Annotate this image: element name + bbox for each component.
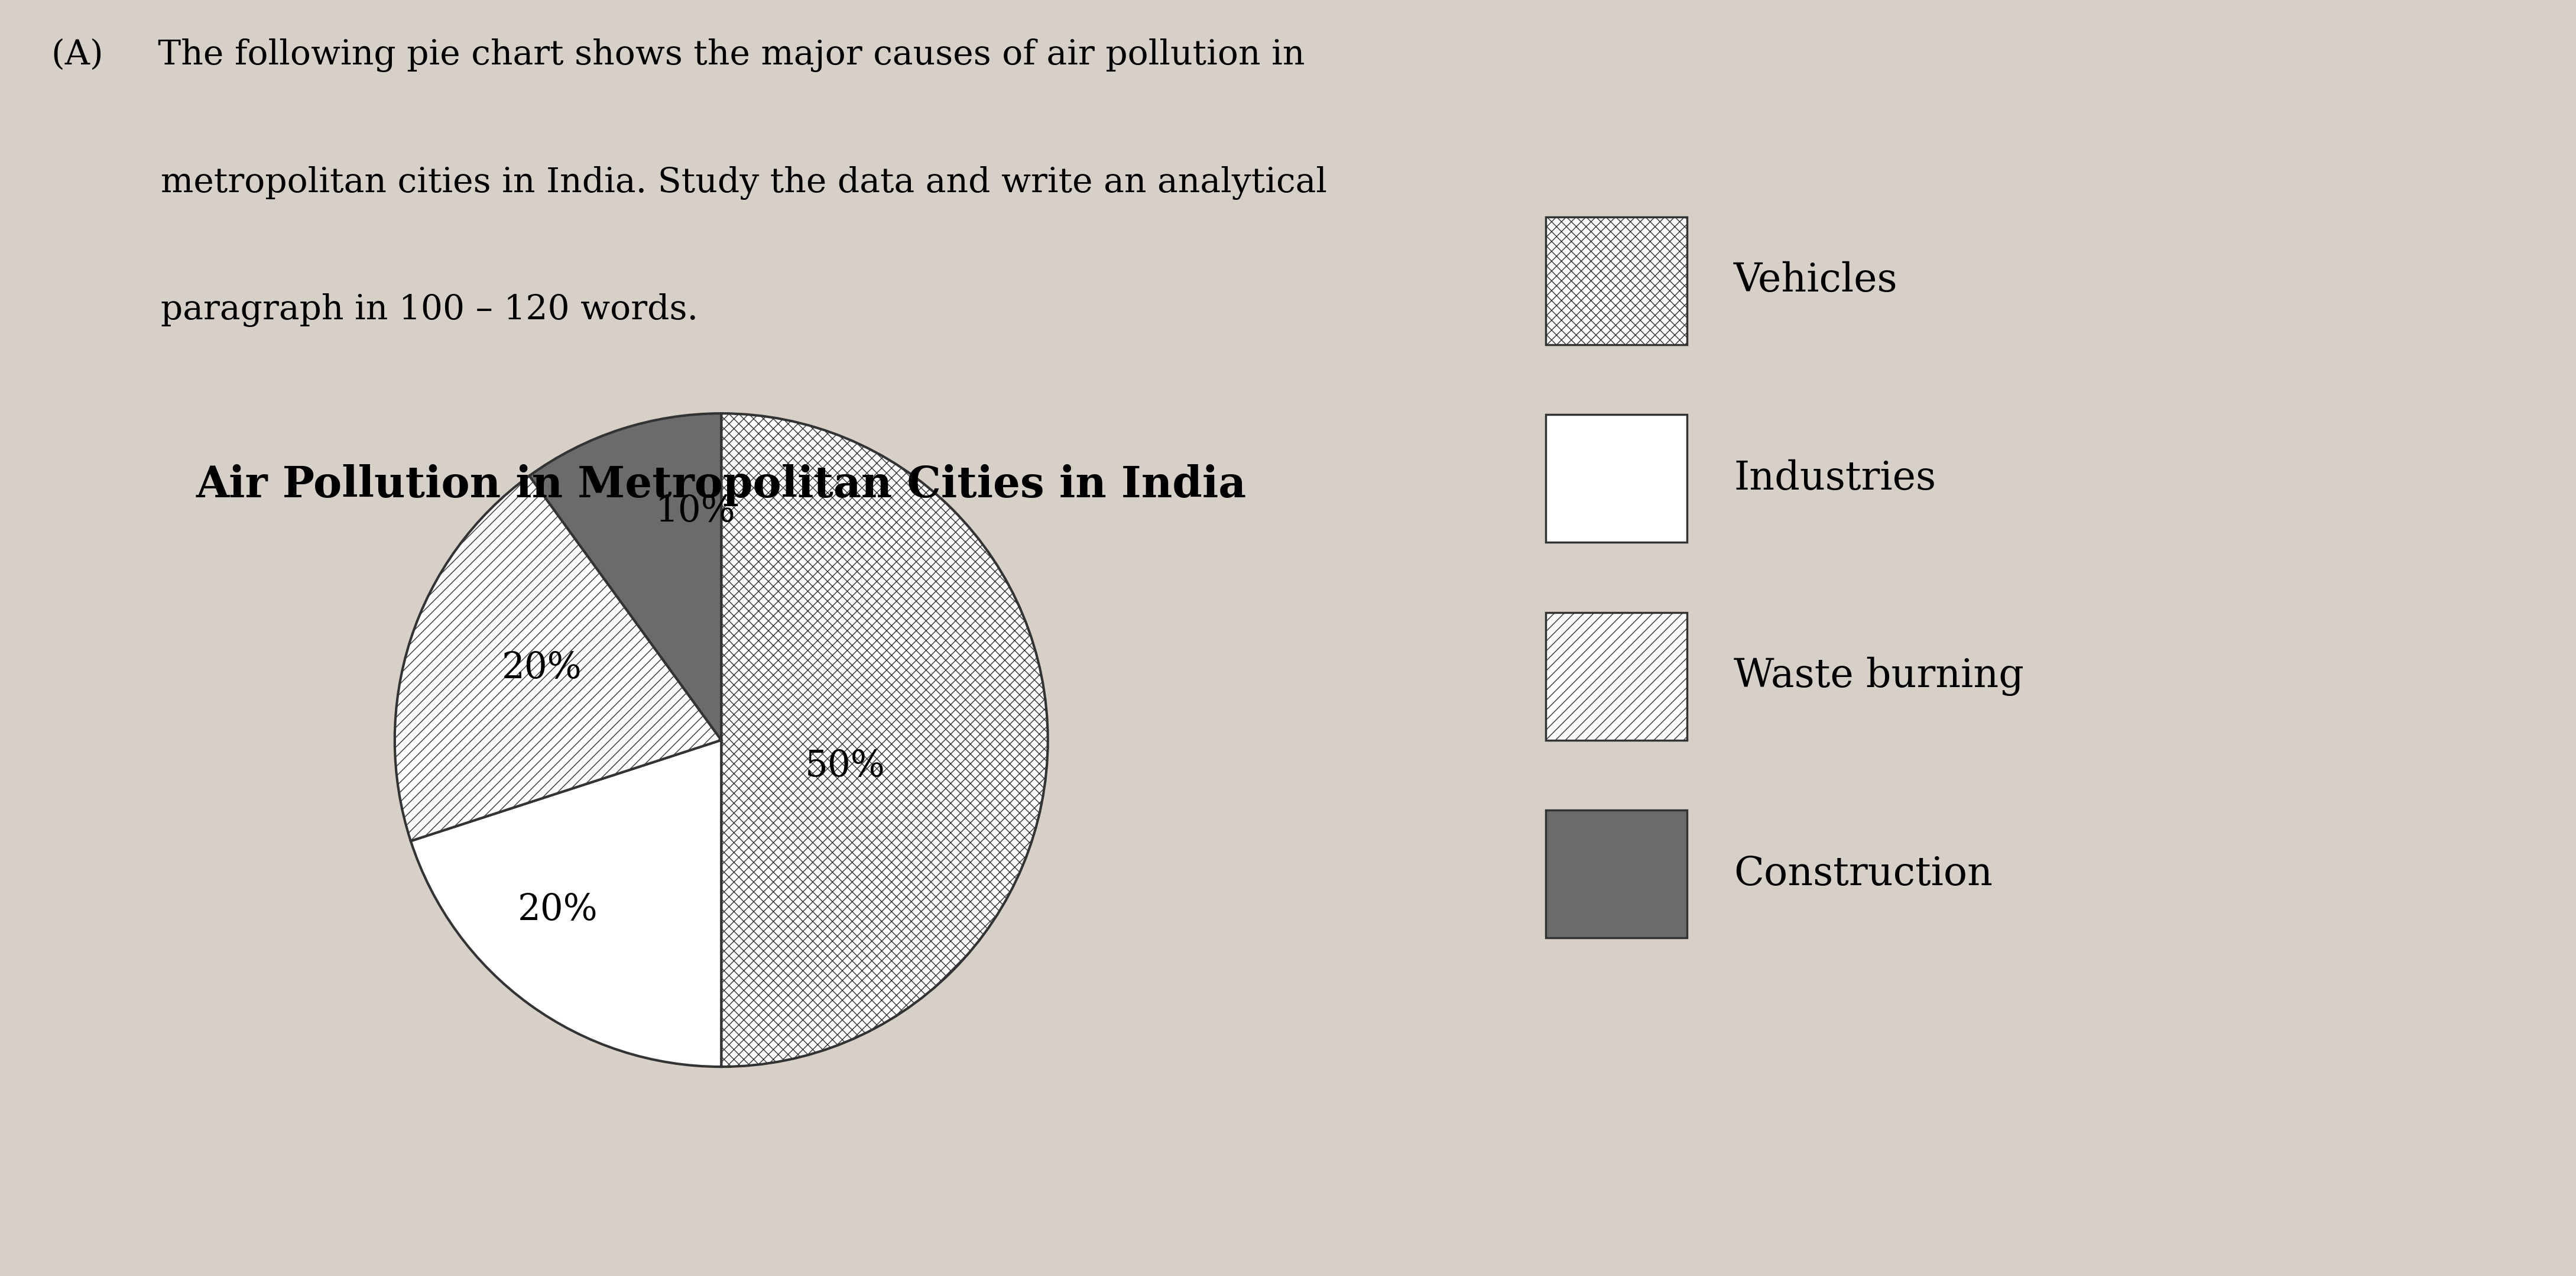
Text: Waste burning: Waste burning xyxy=(1734,657,2025,695)
Text: 50%: 50% xyxy=(806,749,886,783)
Text: paragraph in 100 – 120 words.: paragraph in 100 – 120 words. xyxy=(52,293,698,327)
Text: (A)     The following pie chart shows the major causes of air pollution in: (A) The following pie chart shows the ma… xyxy=(52,38,1306,71)
Wedge shape xyxy=(528,413,721,740)
Wedge shape xyxy=(410,740,721,1067)
Wedge shape xyxy=(394,476,721,841)
Text: Air Pollution in Metropolitan Cities in India: Air Pollution in Metropolitan Cities in … xyxy=(196,464,1247,505)
Text: 20%: 20% xyxy=(518,892,598,928)
Wedge shape xyxy=(721,413,1048,1067)
Text: 10%: 10% xyxy=(654,494,734,530)
Text: metropolitan cities in India. Study the data and write an analytical: metropolitan cities in India. Study the … xyxy=(52,166,1327,199)
Text: Industries: Industries xyxy=(1734,459,1937,498)
Text: Vehicles: Vehicles xyxy=(1734,262,1899,300)
Text: 20%: 20% xyxy=(502,651,582,686)
Text: Construction: Construction xyxy=(1734,855,1994,893)
